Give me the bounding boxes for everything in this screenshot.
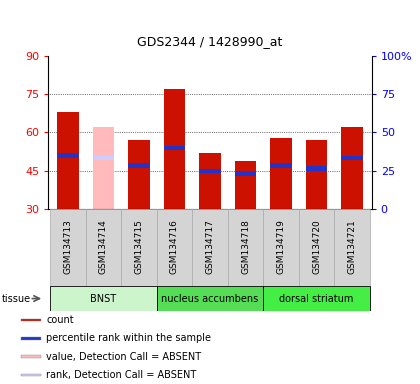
Text: GSM134719: GSM134719 xyxy=(277,219,286,273)
Bar xyxy=(21,374,41,376)
Bar xyxy=(21,319,41,321)
Text: nucleus accumbens: nucleus accumbens xyxy=(161,293,259,304)
Text: GSM134713: GSM134713 xyxy=(63,219,72,273)
Bar xyxy=(263,209,299,286)
Bar xyxy=(50,286,157,311)
Bar xyxy=(334,209,370,286)
Bar xyxy=(57,153,79,158)
Bar xyxy=(341,127,363,209)
Text: percentile rank within the sample: percentile rank within the sample xyxy=(46,333,211,343)
Bar xyxy=(341,156,363,161)
Bar xyxy=(57,112,79,209)
Bar xyxy=(228,209,263,286)
Text: rank, Detection Call = ABSENT: rank, Detection Call = ABSENT xyxy=(46,370,196,380)
Bar xyxy=(157,286,263,311)
Text: GSM134718: GSM134718 xyxy=(241,219,250,273)
Bar xyxy=(21,355,41,358)
Bar xyxy=(157,209,192,286)
Bar xyxy=(263,286,370,311)
Text: GSM134720: GSM134720 xyxy=(312,219,321,273)
Text: tissue: tissue xyxy=(2,293,31,304)
Bar xyxy=(128,164,150,168)
Bar xyxy=(200,169,221,173)
Bar xyxy=(270,137,292,209)
Bar xyxy=(128,140,150,209)
Bar xyxy=(93,156,114,161)
Text: GSM134716: GSM134716 xyxy=(170,219,179,273)
Text: count: count xyxy=(46,315,74,325)
Bar xyxy=(306,140,327,209)
Bar xyxy=(164,89,185,209)
Bar xyxy=(299,209,334,286)
Bar xyxy=(21,337,41,340)
Text: BNST: BNST xyxy=(90,293,116,304)
Bar xyxy=(121,209,157,286)
Bar xyxy=(270,164,292,168)
Bar xyxy=(200,153,221,209)
Text: GSM134715: GSM134715 xyxy=(134,219,143,273)
Bar xyxy=(192,209,228,286)
Bar xyxy=(306,166,327,170)
Bar xyxy=(235,161,256,209)
Bar xyxy=(235,171,256,176)
Bar xyxy=(164,146,185,150)
Bar xyxy=(86,209,121,286)
Text: value, Detection Call = ABSENT: value, Detection Call = ABSENT xyxy=(46,352,201,362)
Text: dorsal striatum: dorsal striatum xyxy=(279,293,354,304)
Text: GSM134714: GSM134714 xyxy=(99,219,108,273)
Bar xyxy=(93,127,114,209)
Text: GSM134717: GSM134717 xyxy=(205,219,215,273)
Text: GSM134721: GSM134721 xyxy=(348,219,357,273)
Text: GDS2344 / 1428990_at: GDS2344 / 1428990_at xyxy=(137,35,283,48)
Bar xyxy=(50,209,86,286)
